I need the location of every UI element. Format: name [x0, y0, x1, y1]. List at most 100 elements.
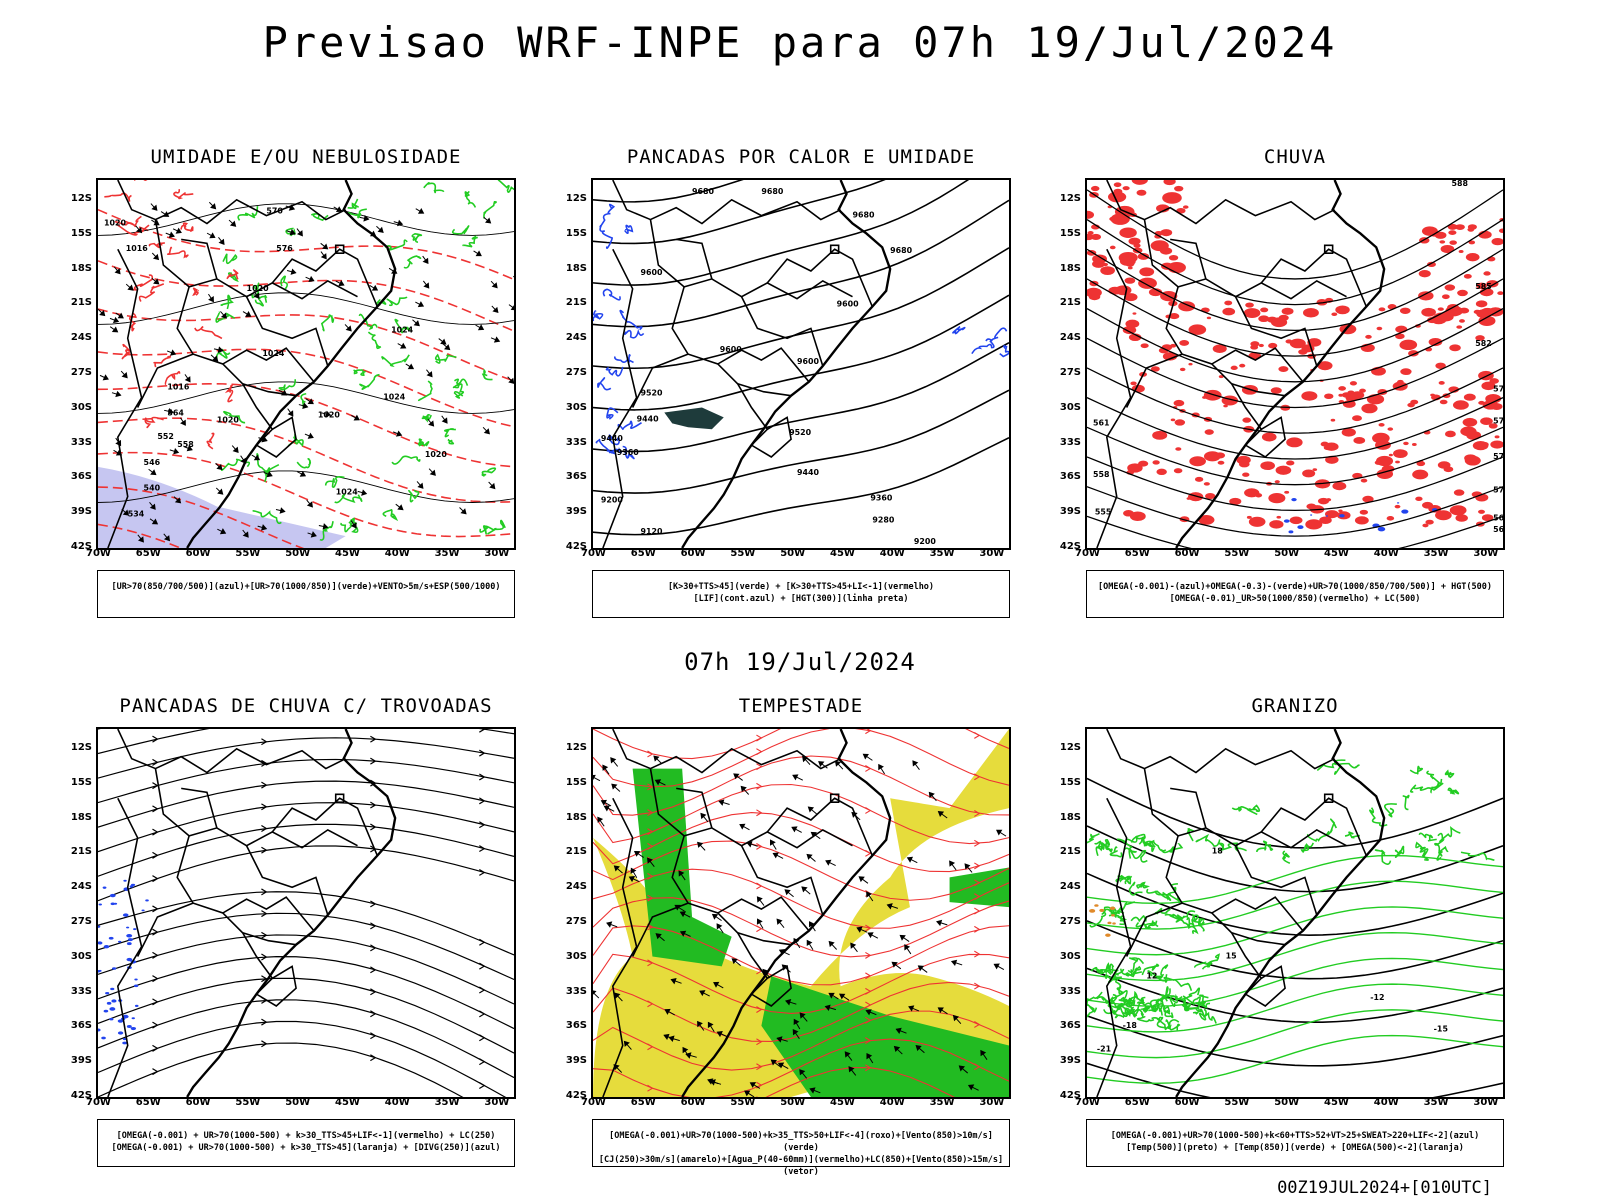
contour-fragment [180, 222, 194, 233]
shaded-cell [1396, 502, 1400, 504]
contour-fragment [1101, 997, 1124, 1011]
arrowhead [152, 735, 159, 743]
wind-arrowhead [602, 764, 609, 771]
map-borders [1096, 729, 1386, 1097]
shaded-cell [1338, 509, 1343, 513]
shaded-cell [117, 1031, 124, 1035]
lat-tick: 39S [1059, 506, 1081, 518]
omega-blue [1283, 498, 1438, 534]
contour-fragment [1123, 847, 1148, 863]
shaded-cell [1478, 509, 1485, 514]
arrowhead [261, 759, 268, 767]
contour-label: 579 [1493, 385, 1503, 394]
shaded-cell [1203, 482, 1210, 486]
lat-tick: 15S [565, 227, 587, 239]
wind-arrowhead [170, 349, 177, 356]
map-panel-chuva: 588 585 582 579 576 573 570 567 564 561 558 555 [1085, 178, 1505, 550]
shaded-cell [1109, 906, 1116, 911]
shaded-cell [1289, 338, 1306, 349]
shaded-cell [1110, 914, 1115, 917]
arrowhead [479, 962, 486, 970]
wind-arrowhead [716, 923, 723, 930]
shaded-cell [1285, 339, 1293, 344]
contour-fragment [411, 232, 423, 243]
wind-arrowhead [253, 454, 261, 461]
map-panel-pancadas_calor: 9680 9680 9680 9680 9600 9600 9600 9600 9520 9520… [591, 178, 1011, 550]
panel-title-pancadas_trovoadas: PANCADAS DE CHUVA C/ TROVOADAS [119, 695, 493, 717]
map-canvas: 588 585 582 579 576 573 570 567 564 561 558 555 [1087, 180, 1503, 548]
shaded-cell [1152, 460, 1160, 465]
arrowhead [865, 972, 872, 980]
wind-arrowhead [799, 1069, 806, 1076]
contour-fragment [1421, 848, 1429, 861]
wind-arrowhead [173, 447, 180, 455]
state-border [107, 797, 143, 1097]
shaded-cell [1444, 430, 1456, 438]
shaded-cell [1440, 244, 1455, 254]
contour-fragment [1087, 1005, 1098, 1018]
arrowhead [370, 801, 377, 809]
shaded-cell [117, 1019, 124, 1023]
lon-tick: 35W [1423, 1097, 1449, 1108]
shaded-cell [1123, 510, 1134, 517]
contour-fragment [417, 438, 430, 447]
shaded-cell [1332, 481, 1347, 491]
contour-label: 576 [1493, 416, 1503, 425]
wind-arrowhead [491, 282, 498, 289]
state-border [751, 416, 792, 458]
lat-tick: 24S [1059, 332, 1081, 344]
arrowhead [261, 825, 268, 832]
panel-title-granizo: GRANIZO [1251, 695, 1339, 717]
wind-arrowhead [952, 1014, 960, 1022]
lon-tick: 50W [285, 548, 311, 559]
lat-tick: 42S [70, 541, 92, 552]
shaded-cell [1168, 254, 1179, 261]
contour-fragment [985, 327, 1008, 342]
wind-arrowhead [713, 981, 720, 988]
wind-arrowhead [949, 860, 956, 867]
state-border [181, 787, 218, 829]
shaded-cell [1475, 300, 1488, 308]
arrowhead [974, 839, 981, 847]
wind-arrowhead [679, 930, 687, 937]
shaded-cell [1462, 417, 1478, 427]
lat-tick: 12S [1059, 193, 1081, 204]
shaded-cell [1437, 461, 1451, 469]
wind-arrowhead [212, 355, 219, 362]
arrowhead [479, 797, 486, 805]
lon-tick: 40W [384, 1097, 410, 1108]
shaded-cell [1148, 288, 1163, 297]
wind-arrowhead [895, 1027, 902, 1035]
lat-tick: 27S [565, 367, 587, 378]
arrowhead [647, 809, 654, 817]
shaded-cell [1427, 261, 1436, 268]
shaded-cell [1286, 437, 1303, 448]
arrowhead [370, 735, 377, 743]
contour-line [1087, 456, 1503, 512]
shaded-cell [1122, 326, 1137, 335]
wind-arrowhead [121, 372, 128, 379]
shaded-cell [1359, 388, 1366, 393]
lat-tick: 27S [1059, 367, 1081, 378]
shaded-cell [1303, 308, 1319, 318]
wind-arrowhead [310, 531, 317, 538]
state-border [256, 416, 297, 458]
shaded-cell [1430, 393, 1435, 397]
state-border [181, 238, 218, 280]
contour-line [1087, 189, 1503, 280]
wind-arrowhead [508, 377, 514, 384]
wind-arrowhead [996, 829, 1003, 836]
contour-fragment [144, 416, 164, 429]
lon-tick: 55W [235, 548, 261, 559]
shaded-cell [1400, 368, 1412, 375]
contour-line [1087, 967, 1503, 1024]
contour-fragment [224, 384, 234, 403]
shaded-cell [1467, 227, 1475, 232]
arrowhead [647, 1000, 654, 1008]
contour-fragment [481, 368, 493, 381]
shaded-cell [1124, 293, 1138, 302]
shaded-cell [1490, 440, 1503, 449]
contour-fragment [421, 413, 432, 423]
lat-tick: 30S [70, 401, 92, 413]
shaded-cell [1260, 461, 1275, 471]
